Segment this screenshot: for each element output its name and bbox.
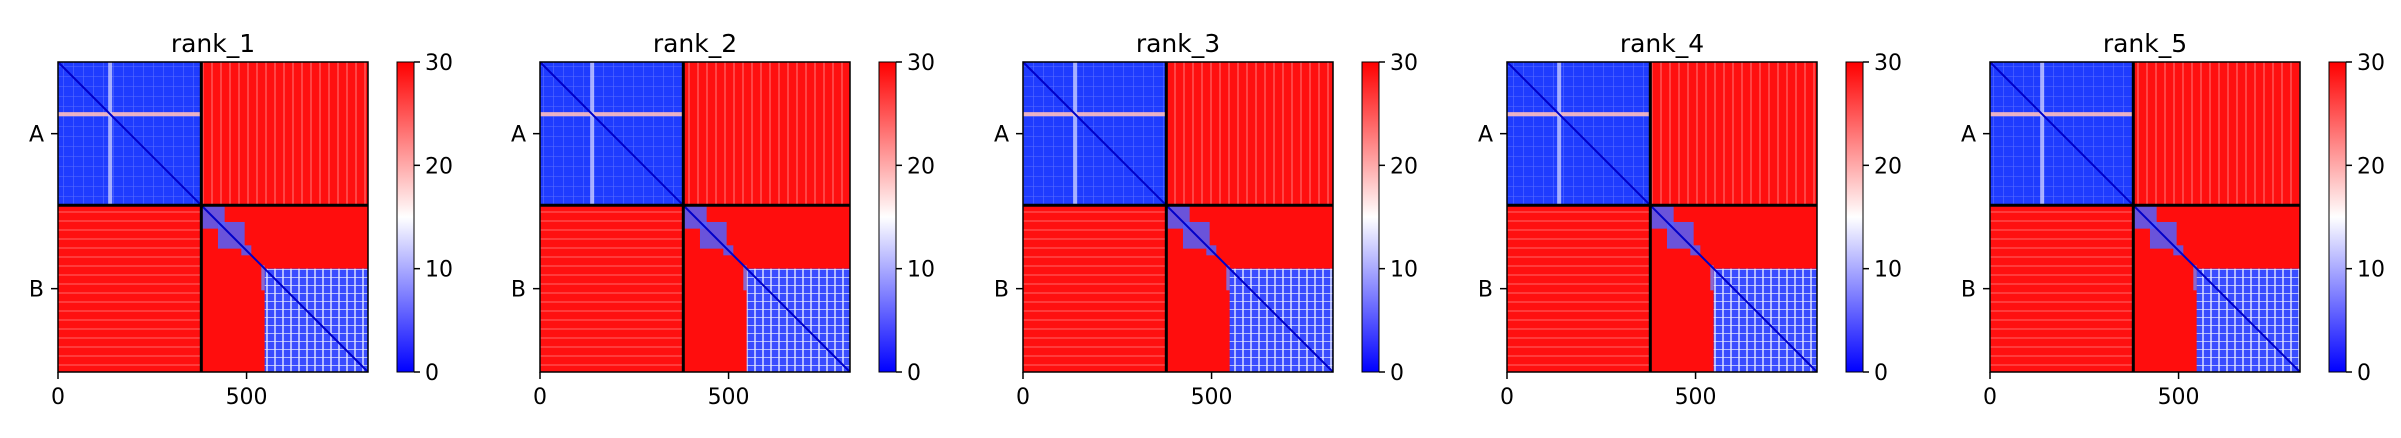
quadrant-AB	[683, 62, 850, 206]
y-tick-label: B	[994, 278, 1009, 303]
y-tick-label: A	[994, 123, 1009, 148]
quadrant-BB-domain	[261, 265, 265, 291]
quadrant-AA-band	[108, 62, 113, 206]
diagonal	[539, 61, 851, 373]
quadrant-AA-band	[1557, 62, 1562, 206]
colorbar-tick-label: 20	[425, 154, 453, 179]
colorbar-tick-label: 30	[1874, 51, 1902, 76]
colorbar-tick-label: 30	[907, 51, 935, 76]
plot-frame	[57, 61, 369, 373]
plot-frame	[539, 61, 851, 373]
y-tick-label: B	[1478, 278, 1493, 303]
colorbar	[396, 61, 415, 373]
quadrant-BB-domain	[1710, 265, 1714, 291]
y-tick-label: A	[1961, 123, 1976, 148]
colorbar-tick-label: 10	[907, 258, 935, 283]
x-tick-label: 500	[226, 385, 268, 410]
y-tick-label: B	[511, 278, 526, 303]
diagonal	[1989, 61, 2301, 373]
quadrant-BA	[1990, 205, 2134, 372]
plot-frame	[1506, 61, 1818, 373]
colorbar-tick-label: 0	[425, 361, 439, 386]
panel-title: rank_3	[1136, 29, 1220, 58]
colorbar-tick-label: 20	[907, 154, 935, 179]
quadrant-AA-band	[540, 112, 684, 117]
panel-4: rank_4 A B 0 500 0 10 20 30	[1478, 29, 1902, 410]
diagonal	[57, 61, 369, 373]
quadrant-AA-band	[58, 112, 202, 117]
x-tick-label: 0	[533, 385, 547, 410]
quadrant-AA-band	[1507, 112, 1651, 117]
colorbar	[1845, 61, 1864, 373]
panel-2: rank_2 A B 0 500 0 10 20 30	[511, 29, 935, 410]
quadrant-BB-domain	[2193, 265, 2197, 291]
quadrant-AA-band	[1023, 112, 1167, 117]
colorbar-tick-label: 10	[425, 258, 453, 283]
quadrant-AB	[1650, 62, 1817, 206]
quadrant-BA	[1023, 205, 1167, 372]
y-tick-label: A	[511, 123, 526, 148]
panel-title: rank_2	[653, 29, 737, 58]
panel-title: rank_5	[2103, 29, 2187, 58]
x-tick-label: 500	[708, 385, 750, 410]
diagonal	[1022, 61, 1334, 373]
colorbar-tick-label: 30	[425, 51, 453, 76]
y-tick-label: B	[1961, 278, 1976, 303]
x-tick-label: 0	[1016, 385, 1030, 410]
quadrant-AB	[2133, 62, 2300, 206]
y-tick-label: A	[29, 123, 44, 148]
quadrant-AA-band	[1990, 112, 2134, 117]
x-tick-label: 500	[1191, 385, 1233, 410]
colorbar-tick-label: 20	[1390, 154, 1418, 179]
colorbar	[1361, 61, 1380, 373]
plot-frame	[1022, 61, 1334, 373]
quadrant-AA-band	[2040, 62, 2045, 206]
colorbar-tick-label: 20	[1874, 154, 1902, 179]
colorbar	[2328, 61, 2347, 373]
panel-1: rank_1 A B 0 500 0 10 20 30	[29, 29, 453, 410]
x-tick-label: 0	[1500, 385, 1514, 410]
colorbar-tick-label: 30	[1390, 51, 1418, 76]
colorbar-tick-label: 10	[2357, 258, 2385, 283]
panel-3: rank_3 A B 0 500 0 10 20 30	[994, 29, 1418, 410]
quadrant-BB-domain	[1226, 265, 1230, 291]
x-tick-label: 0	[51, 385, 65, 410]
quadrant-AA-band	[1073, 62, 1078, 206]
colorbar-tick-label: 30	[2357, 51, 2385, 76]
colorbar-tick-label: 0	[1874, 361, 1888, 386]
quadrant-BA	[540, 205, 684, 372]
colorbar-tick-label: 20	[2357, 154, 2385, 179]
x-tick-label: 500	[2158, 385, 2200, 410]
plot-frame	[1989, 61, 2301, 373]
colorbar	[878, 61, 897, 373]
diagonal	[1506, 61, 1818, 373]
quadrant-AB	[201, 62, 368, 206]
quadrant-BA	[1507, 205, 1651, 372]
colorbar-tick-label: 0	[2357, 361, 2371, 386]
panel-5: rank_5 A B 0 500 0 10 20 30	[1961, 29, 2385, 410]
quadrant-AB	[1166, 62, 1333, 206]
y-tick-label: A	[1478, 123, 1493, 148]
quadrant-AA-band	[590, 62, 595, 206]
colorbar-tick-label: 0	[1390, 361, 1404, 386]
x-tick-label: 500	[1675, 385, 1717, 410]
quadrant-BA	[58, 205, 202, 372]
panel-title: rank_1	[171, 29, 255, 58]
x-tick-label: 0	[1983, 385, 1997, 410]
y-tick-label: B	[29, 278, 44, 303]
colorbar-tick-label: 0	[907, 361, 921, 386]
panel-title: rank_4	[1620, 29, 1704, 58]
colorbar-tick-label: 10	[1390, 258, 1418, 283]
colorbar-tick-label: 10	[1874, 258, 1902, 283]
quadrant-BB-domain	[743, 265, 747, 291]
